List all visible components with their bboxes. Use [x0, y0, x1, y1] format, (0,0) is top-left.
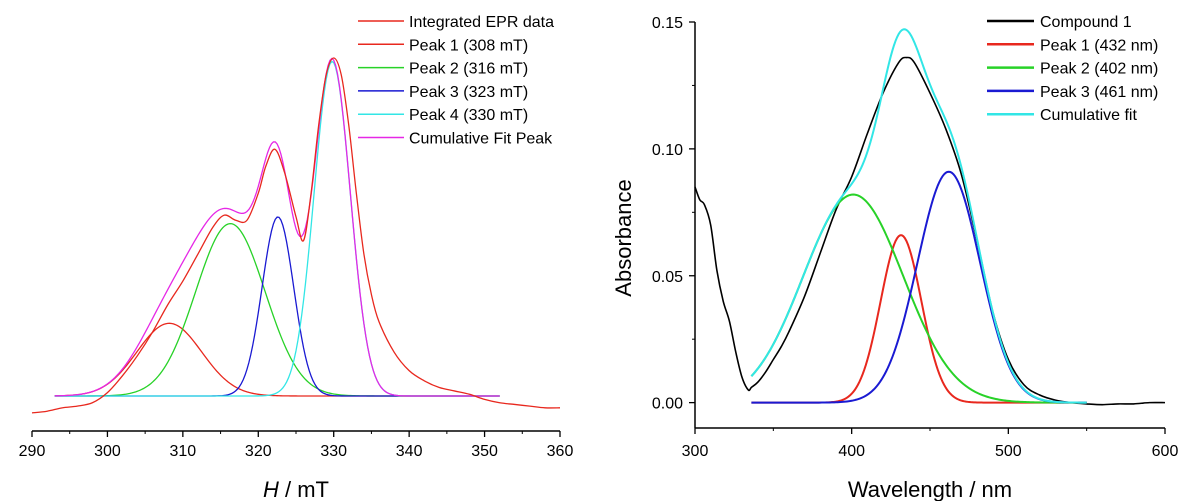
x-tick-label: 320: [245, 443, 272, 460]
legend-item-peak-1-308-mt: Peak 1 (308 mT): [358, 37, 528, 54]
legend-label: Peak 1 (432 nm): [1040, 37, 1158, 54]
legend-item-integrated-epr-data: Integrated EPR data: [358, 14, 554, 31]
y-axis-title: Absorbance: [611, 179, 636, 296]
x-axis-title: Wavelength / nm: [848, 477, 1012, 501]
x-tick-label: 330: [320, 443, 347, 460]
x-tick-label: 310: [170, 443, 197, 460]
x-ticks: 300 400 500 600: [682, 428, 1179, 460]
legend-item-cumulative-fit: Cumulative fit: [987, 107, 1137, 124]
legend: Integrated EPR data Peak 1 (308 mT) Peak 2…: [358, 14, 554, 148]
x-tick-label: 290: [19, 443, 46, 460]
legend-label: Peak 2 (316 mT): [409, 61, 528, 78]
legend: Compound 1 Peak 1 (432 nm) Peak 2 (402 nm)…: [987, 14, 1158, 124]
epr-chart-panel: 290 300 310 320 330 340 350 360 Integrated EPR …: [19, 14, 574, 501]
line-compound-1: [694, 56, 1166, 406]
legend-item-peak-4-330-mt: Peak 4 (330 mT): [358, 107, 528, 124]
x-tick-label: 360: [547, 443, 574, 460]
legend-label: Cumulative Fit Peak: [409, 131, 553, 148]
legend-item-peak-2-402-nm: Peak 2 (402 nm): [987, 61, 1158, 78]
legend-label: Peak 1 (308 mT): [409, 37, 528, 54]
line-cumulative-fit: [750, 28, 1087, 404]
y-tick-label: 0.15: [652, 15, 683, 32]
y-ticks: 0.00 0.05 0.10 0.15: [652, 15, 695, 413]
x-tick-label: 340: [396, 443, 423, 460]
absorbance-chart-panel: 300 400 500 600 0.00 0.05 0.10 0.15 Compound 1…: [611, 14, 1178, 501]
x-axis-title-symbol: H: [263, 477, 279, 501]
line-cumulative-fit-peak: [54, 57, 500, 397]
absorbance-series-group: [694, 28, 1166, 406]
legend-label: Peak 3 (461 nm): [1040, 84, 1158, 101]
x-tick-label: 300: [682, 443, 709, 460]
y-tick-label: 0.10: [652, 142, 683, 159]
line-integrated-epr-data: [31, 57, 561, 414]
x-tick-label: 500: [995, 443, 1022, 460]
legend-label: Peak 4 (330 mT): [409, 107, 528, 124]
legend-label: Peak 2 (402 nm): [1040, 61, 1158, 78]
line-peak-1-432-nm: [751, 234, 1087, 404]
x-tick-label: 600: [1152, 443, 1179, 460]
x-tick-label: 350: [471, 443, 498, 460]
legend-label: Compound 1: [1040, 14, 1132, 31]
legend-item-compound-1: Compound 1: [987, 14, 1132, 31]
x-axis-title: H / mT: [263, 477, 329, 501]
y-tick-label: 0.05: [652, 269, 683, 286]
x-tick-label: 300: [94, 443, 121, 460]
legend-label: Peak 3 (323 mT): [409, 84, 528, 101]
legend-item-peak-1-432-nm: Peak 1 (432 nm): [987, 37, 1158, 54]
legend-label: Cumulative fit: [1040, 107, 1137, 124]
x-tick-label: 400: [838, 443, 865, 460]
legend-item-cumulative-fit-peak: Cumulative Fit Peak: [358, 131, 553, 148]
epr-series-group: [31, 57, 561, 414]
legend-item-peak-3-323-mt: Peak 3 (323 mT): [358, 84, 528, 101]
line-peak-3-323-mt: [54, 216, 500, 397]
legend-item-peak-3-461-nm: Peak 3 (461 nm): [987, 84, 1158, 101]
line-peak-2-402-nm: [750, 193, 1087, 404]
legend-item-peak-2-316-mt: Peak 2 (316 mT): [358, 61, 528, 78]
y-tick-label: 0.00: [652, 396, 683, 413]
x-ticks: 290 300 310 320 330 340 350 360: [19, 431, 574, 460]
legend-label: Integrated EPR data: [409, 14, 554, 31]
x-axis-title-unit: / mT: [279, 477, 329, 501]
